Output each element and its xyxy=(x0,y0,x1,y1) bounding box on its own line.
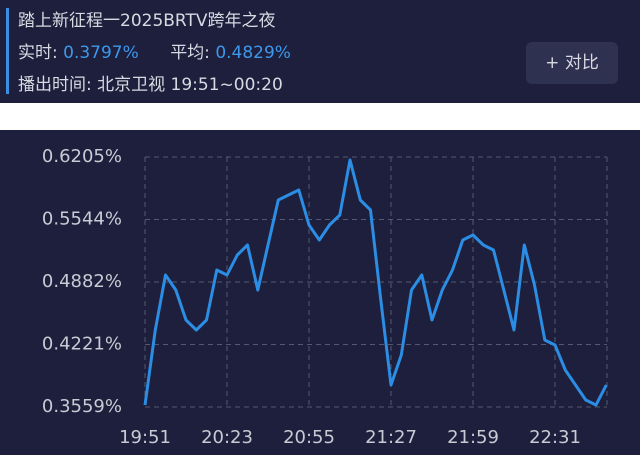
compare-button[interactable]: + 对比 xyxy=(526,42,618,84)
y-tick-label: 0.3559% xyxy=(42,396,122,417)
y-tick-label: 0.4221% xyxy=(42,333,122,354)
stats: 实时: 0.3797% 平均: 0.4829% xyxy=(18,38,291,63)
x-tick-label: 21:59 xyxy=(447,427,499,448)
chart-background xyxy=(0,130,640,455)
x-tick-label: 20:55 xyxy=(283,427,335,448)
title: 踏上新征程一2025BRTV跨年之夜 xyxy=(18,11,276,31)
realtime-value: 0.3797% xyxy=(63,43,139,63)
average-label: 平均: xyxy=(170,43,210,63)
y-tick-label: 0.5544% xyxy=(42,208,122,229)
y-tick-label: 0.4882% xyxy=(42,271,122,292)
average-value: 0.4829% xyxy=(215,43,291,63)
x-tick-label: 19:51 xyxy=(119,427,171,448)
x-tick-label: 22:31 xyxy=(529,427,581,448)
y-tick-label: 0.6205% xyxy=(42,146,122,167)
header: 踏上新征程一2025BRTV跨年之夜 实时: 0.3797% 平均: 0.482… xyxy=(0,0,640,103)
line-series xyxy=(143,158,608,407)
accent-bar xyxy=(6,8,9,94)
chart: 0.3559% 0.4221% 0.4882% 0.5544% 0.6205% 19:51… xyxy=(0,130,640,455)
x-tick-label: 21:27 xyxy=(365,427,417,448)
realtime-label: 实时: xyxy=(18,43,58,63)
x-tick-label: 20:23 xyxy=(201,427,253,448)
broadcast-info: 播出时间: 北京卫视 19:51~00:20 xyxy=(18,75,283,95)
